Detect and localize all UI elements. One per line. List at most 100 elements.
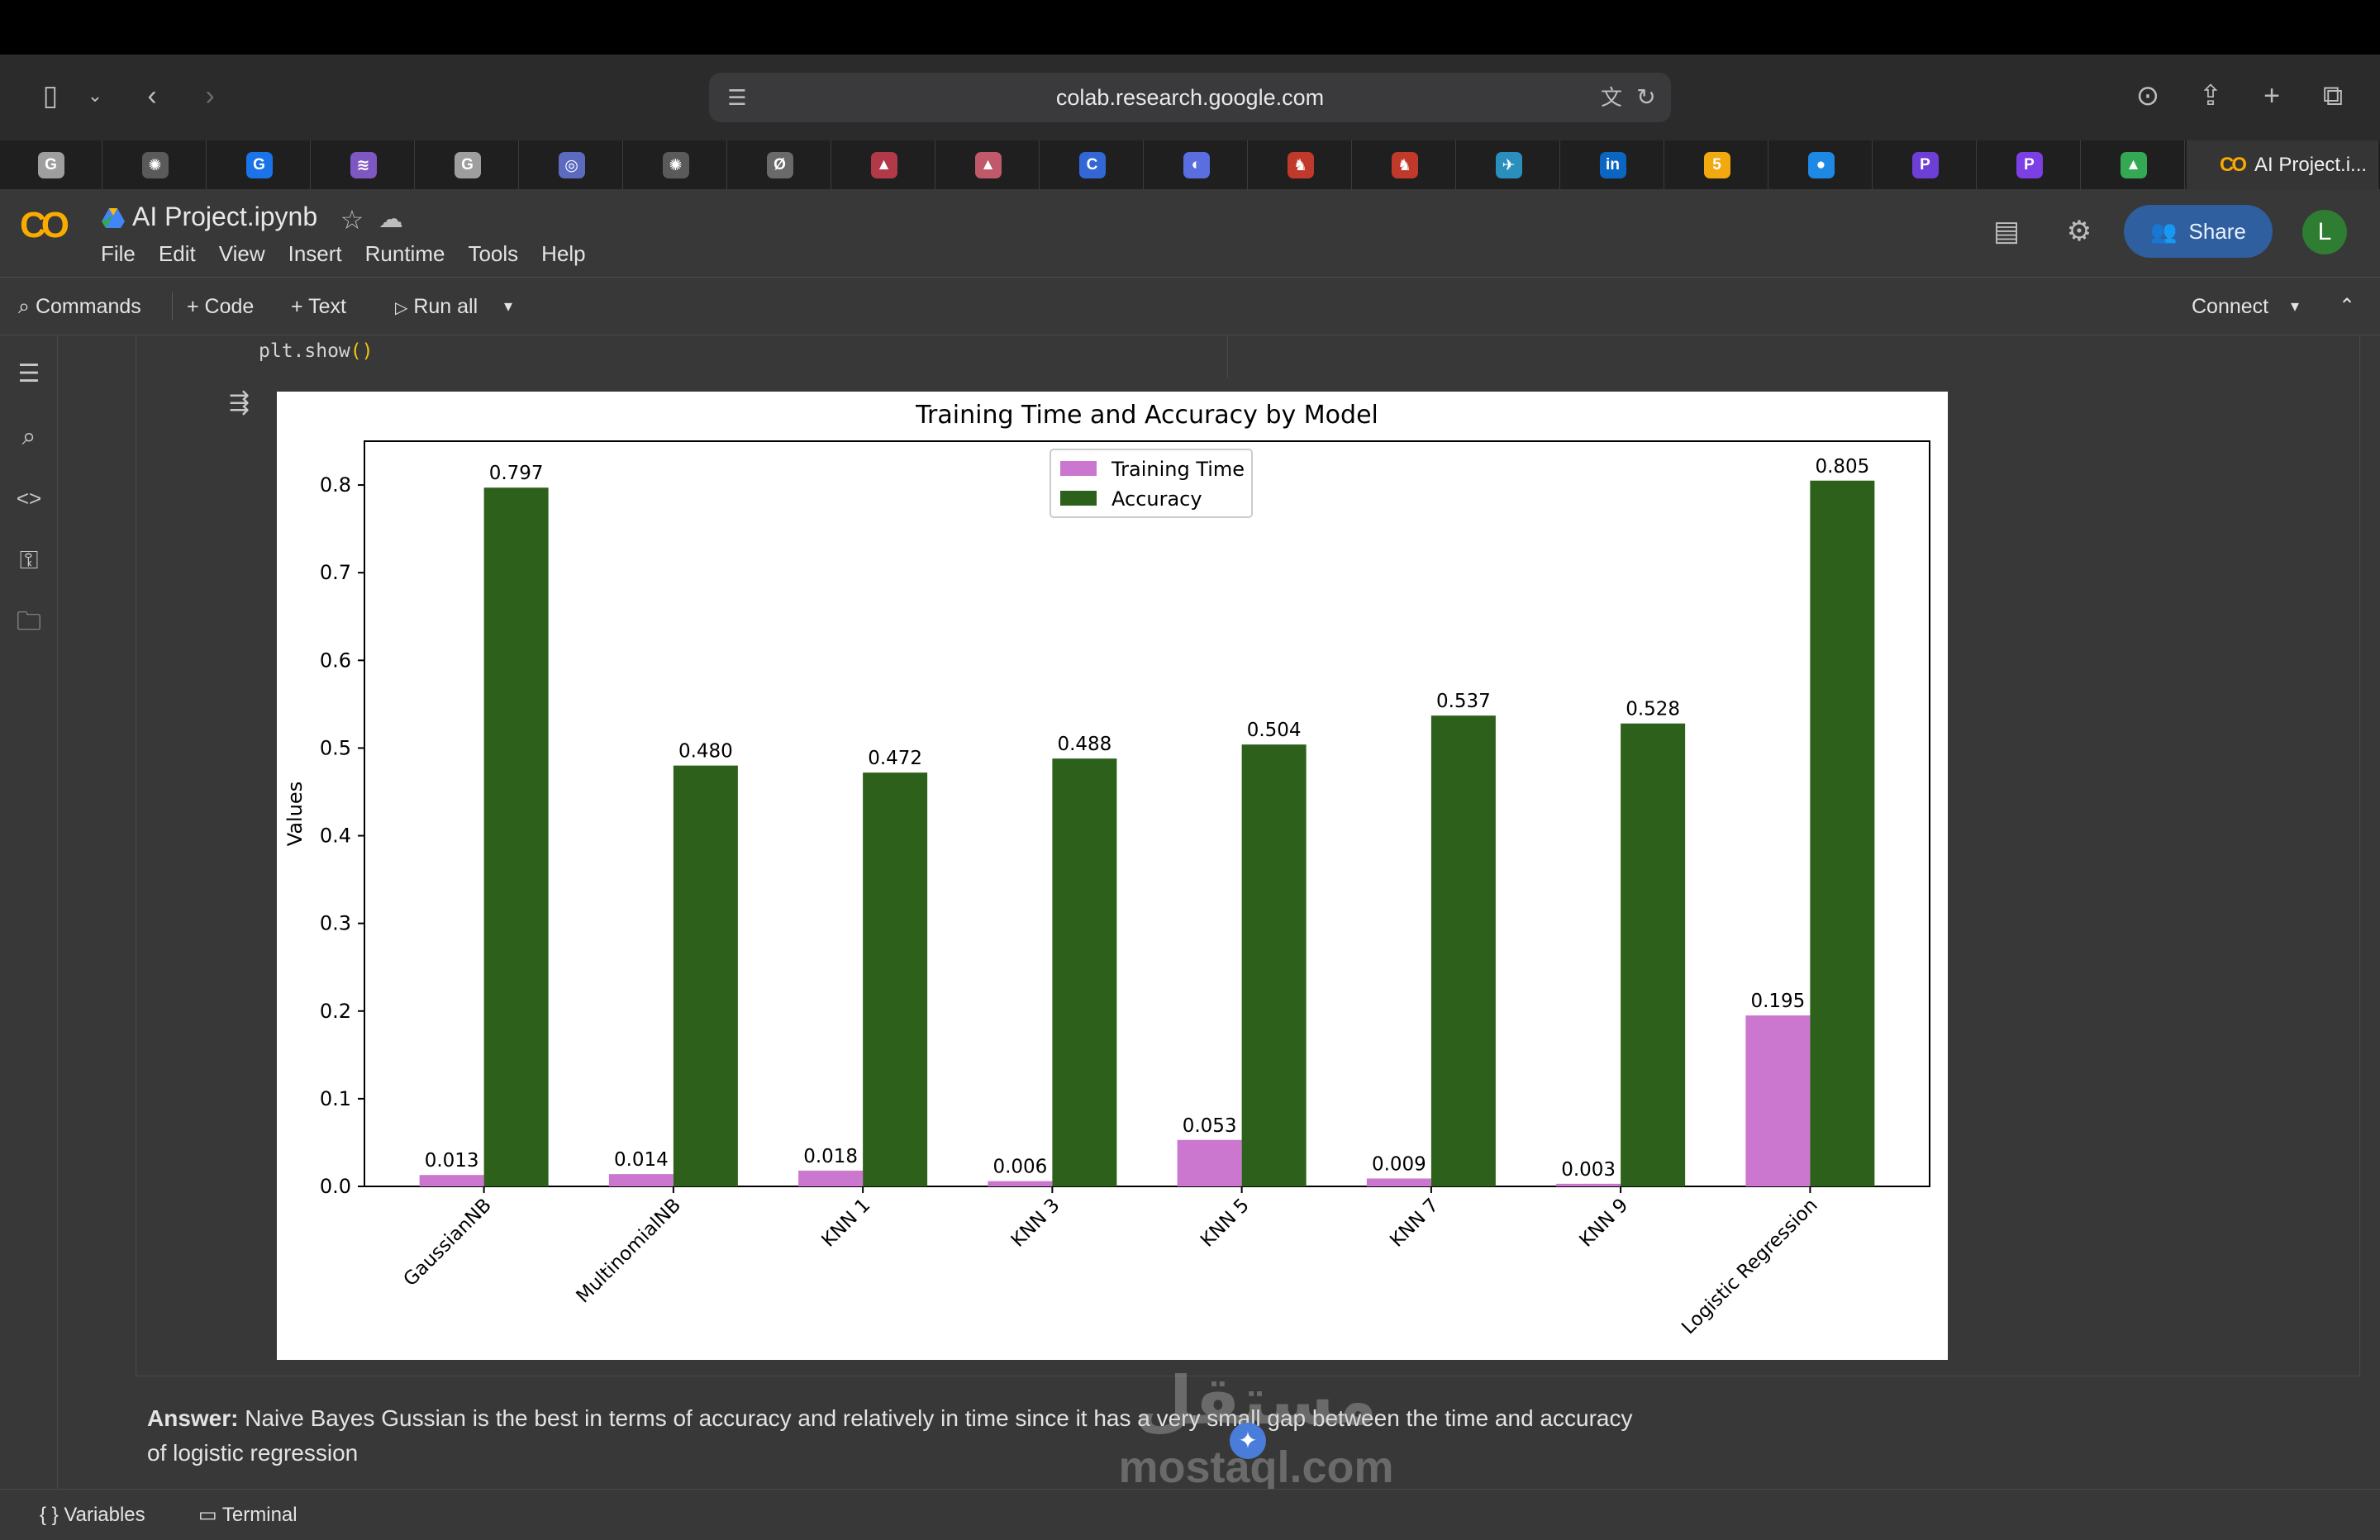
app-icon: C bbox=[1078, 152, 1106, 178]
menu-item-file[interactable]: File bbox=[101, 241, 136, 266]
chevron-down-icon[interactable]: ⌄ bbox=[87, 85, 103, 106]
browser-tab[interactable]: ◐ bbox=[1145, 140, 1248, 190]
terminal-icon: ▭ bbox=[198, 1504, 217, 1526]
accuracy-bar bbox=[483, 487, 549, 1186]
app-icon: ◎ bbox=[558, 152, 585, 178]
accuracy-bar bbox=[1052, 758, 1117, 1186]
people-icon: 👥 bbox=[2150, 218, 2178, 244]
add-text-button[interactable]: + Text bbox=[291, 295, 346, 318]
browser-tab[interactable]: ✈ bbox=[1458, 140, 1560, 190]
legend-label: Accuracy bbox=[1111, 487, 1202, 511]
cloud-saved-icon[interactable]: ☁ bbox=[378, 206, 403, 233]
page-settings-icon[interactable]: ☰ bbox=[727, 85, 747, 110]
connect-dropdown-icon[interactable]: ▾ bbox=[2291, 297, 2300, 316]
add-code-button[interactable]: + Code bbox=[187, 295, 255, 318]
app-icon: ≋ bbox=[350, 152, 377, 178]
menu-item-view[interactable]: View bbox=[218, 241, 265, 266]
x-tick-label: GaussianNB bbox=[400, 1195, 496, 1290]
run-all-button[interactable]: ▷ Run all bbox=[395, 278, 478, 335]
browser-tab[interactable]: 5 bbox=[1666, 140, 1768, 190]
accuracy-bar bbox=[1810, 480, 1875, 1186]
browser-tab[interactable]: ● bbox=[1770, 140, 1873, 190]
notebook-toolbar: ⌕ Commands + Code + Text ▷ Run all ▾ Con… bbox=[0, 278, 2380, 335]
browser-tab[interactable]: ✺ bbox=[104, 140, 207, 190]
run-all-label: Run all bbox=[413, 295, 478, 318]
browser-tab[interactable]: C bbox=[1041, 140, 1144, 190]
address-bar[interactable]: ☰ colab.research.google.com 文 ↻ bbox=[709, 73, 1671, 122]
menu-item-runtime[interactable]: Runtime bbox=[364, 241, 445, 266]
colab-logo[interactable]: CO bbox=[20, 205, 69, 245]
browser-tab[interactable]: ✺ bbox=[625, 140, 727, 190]
menu-item-edit[interactable]: Edit bbox=[158, 241, 196, 266]
gemini-sparkle-icon[interactable]: ✦ bbox=[1230, 1423, 1266, 1459]
answer-text-cell[interactable]: Answer: Naive Bayes Gussian is the best … bbox=[147, 1401, 1651, 1471]
browser-tab[interactable]: ▲ bbox=[2082, 140, 2185, 190]
connect-button[interactable]: Connect bbox=[2192, 295, 2269, 318]
browser-tab[interactable]: ♞ bbox=[1354, 140, 1456, 190]
code-snippets-icon[interactable]: <> bbox=[16, 486, 42, 511]
comments-icon[interactable]: ▤ bbox=[1992, 216, 2021, 247]
reload-icon[interactable]: ↻ bbox=[1636, 84, 1656, 110]
play-icon: ▷ bbox=[395, 299, 408, 317]
commands-button[interactable]: ⌕ Commands bbox=[18, 278, 141, 335]
forward-arrow-icon[interactable]: › bbox=[205, 80, 215, 112]
notebook-title[interactable]: AI Project.ipynb bbox=[132, 202, 318, 231]
run-all-dropdown-icon[interactable]: ▾ bbox=[504, 297, 513, 316]
browser-tab[interactable]: Ø bbox=[729, 140, 831, 190]
browser-tab[interactable]: ♞ bbox=[1250, 140, 1352, 190]
gear-icon[interactable]: ⚙ bbox=[2066, 216, 2092, 247]
tab-overview-icon[interactable]: ⧉ bbox=[2322, 80, 2344, 112]
code-parens: () bbox=[350, 340, 374, 362]
training-time-bar bbox=[1366, 1178, 1431, 1186]
avatar[interactable]: L bbox=[2302, 210, 2347, 254]
menu-item-tools[interactable]: Tools bbox=[468, 241, 519, 266]
chatgpt-icon: ✺ bbox=[141, 152, 169, 178]
browser-tab[interactable]: ≋ bbox=[312, 140, 415, 190]
browser-tab[interactable]: ▲ bbox=[937, 140, 1040, 190]
find-replace-icon[interactable]: ⌕ bbox=[21, 423, 36, 450]
browser-tab[interactable]: ◎ bbox=[521, 140, 623, 190]
variables-button[interactable]: { } Variables bbox=[40, 1490, 145, 1540]
code-text: plt.show bbox=[259, 340, 350, 362]
collapse-header-icon[interactable]: ⌃ bbox=[2339, 295, 2356, 317]
toolbar-divider bbox=[172, 292, 173, 321]
browser-tab[interactable]: G bbox=[416, 140, 519, 190]
y-tick-label: 0.7 bbox=[320, 561, 351, 584]
browser-tab[interactable]: G bbox=[208, 140, 311, 190]
menu-item-insert[interactable]: Insert bbox=[288, 241, 342, 266]
browser-tab[interactable]: G bbox=[0, 140, 102, 190]
table-of-contents-icon[interactable]: ☰ bbox=[17, 360, 40, 387]
output-actions-icon[interactable]: ⇶ bbox=[229, 389, 250, 416]
new-tab-icon[interactable]: + bbox=[2263, 80, 2280, 112]
colab-icon: CO bbox=[2220, 154, 2247, 176]
share-button[interactable]: 👥 Share bbox=[2124, 205, 2273, 258]
browser-tab[interactable]: P bbox=[1978, 140, 2081, 190]
accuracy-bar bbox=[863, 772, 928, 1186]
search-icon: ⌕ bbox=[18, 295, 31, 318]
active-tab-title: AI Project.i... bbox=[2254, 154, 2368, 176]
folder-icon[interactable]: 🗀 bbox=[17, 608, 41, 635]
terminal-button[interactable]: ▭ Terminal bbox=[198, 1490, 298, 1540]
url-text[interactable]: colab.research.google.com bbox=[1055, 85, 1325, 110]
browser-tab[interactable]: in bbox=[1562, 140, 1664, 190]
app-icon: P bbox=[1911, 152, 1939, 178]
sidebar-toggle-icon[interactable]: ▯ bbox=[42, 80, 59, 112]
key-icon[interactable]: ⚿ bbox=[19, 547, 39, 574]
chart-title: Training Time and Accuracy by Model bbox=[915, 401, 1378, 430]
app-icon: 5 bbox=[1703, 152, 1730, 178]
share-page-icon[interactable]: ⇪ bbox=[2198, 80, 2223, 112]
back-arrow-icon[interactable]: ‹ bbox=[147, 80, 157, 112]
code-line[interactable]: plt.show() bbox=[259, 340, 373, 362]
browser-tab[interactable]: P bbox=[1874, 140, 1977, 190]
menu-bar: File Edit View Insert Runtime Tools Help bbox=[101, 241, 609, 267]
browser-tab[interactable]: ▲ bbox=[833, 140, 935, 190]
code-cell[interactable]: plt.show() ⇶ Training Time and Accuracy … bbox=[136, 335, 2360, 1376]
google-icon: G bbox=[37, 152, 64, 178]
menu-item-help[interactable]: Help bbox=[541, 241, 586, 266]
star-icon[interactable]: ☆ bbox=[340, 205, 364, 235]
app-icon: Ø bbox=[766, 152, 793, 178]
downloads-icon[interactable]: ⊙ bbox=[2135, 80, 2160, 112]
browser-tab-active[interactable]: CO AI Project.i... bbox=[2187, 140, 2378, 190]
drive-icon bbox=[101, 207, 126, 230]
translate-icon[interactable]: 文 bbox=[1600, 85, 1622, 110]
